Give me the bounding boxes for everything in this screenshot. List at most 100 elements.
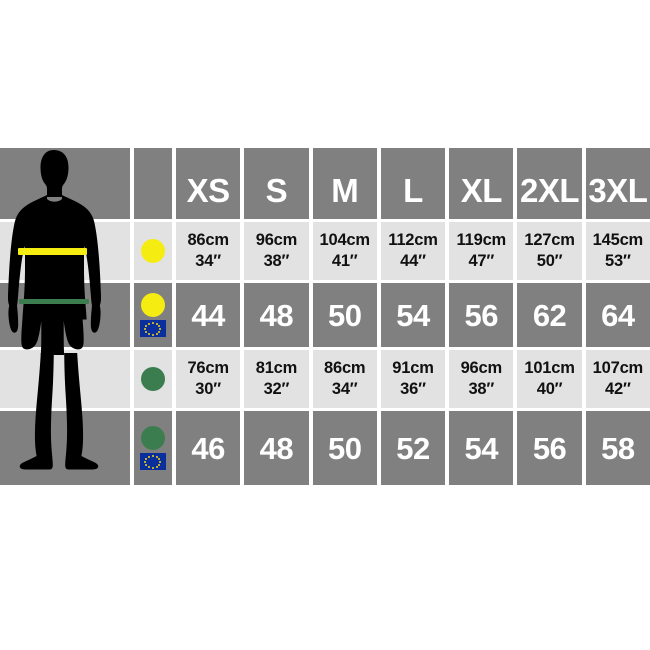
measure-in: 42″ (605, 380, 631, 398)
yellow-chest-measure-band-icon (18, 248, 87, 255)
eu-size-value: 48 (259, 297, 294, 333)
measure-cm: 145cm (592, 230, 644, 249)
measure-cm: 91cm (392, 358, 434, 377)
cell-waist-eu-s: 48 (244, 411, 309, 485)
cell-chest-eu-m: 50 (312, 283, 377, 347)
eu-size-value: 46 (191, 430, 225, 466)
cell-chest-eu-2xl: 62 (517, 283, 582, 347)
cell-chest-cm-3xl: 145cm 53″ (585, 222, 650, 280)
header-cell-xl: XL (449, 148, 514, 219)
eu-flag-icon (140, 320, 166, 337)
measure-cm: 96cm (255, 230, 298, 249)
size-header-label: L (403, 172, 423, 209)
cell-waist-eu-2xl: 56 (517, 411, 582, 485)
eu-size-value: 50 (327, 297, 362, 333)
measure-cm: 96cm (460, 358, 503, 377)
eu-size-value: 62 (532, 297, 567, 333)
measure-in: 38″ (263, 252, 290, 270)
measure-in: 40″ (536, 380, 563, 398)
eu-flag-icon (140, 453, 166, 470)
cell-chest-eu-xs: 44 (176, 283, 241, 347)
header-cell-3xl: 3XL (585, 148, 650, 219)
yellow-dot-icon (141, 239, 165, 263)
measure-in: 47″ (468, 252, 495, 270)
measure-in: 36″ (400, 380, 426, 398)
eu-size-value: 56 (532, 430, 567, 466)
measure-in: 30″ (195, 380, 221, 398)
eu-size-value: 52 (396, 430, 430, 466)
eu-size-value: 44 (191, 297, 225, 333)
eu-size-value: 54 (464, 430, 499, 466)
cell-chest-eu-xl: 56 (449, 283, 514, 347)
cell-chest-cm-xl: 119cm 47″ (449, 222, 514, 280)
green-dot-icon (141, 367, 165, 391)
measure-in: 32″ (263, 380, 290, 398)
eu-size-value: 64 (601, 297, 635, 333)
measure-cm: 81cm (255, 358, 298, 377)
body-silhouette-cell (0, 148, 130, 485)
cell-chest-cm-s: 96cm 38″ (244, 222, 309, 280)
row-icon-waist-cm (134, 350, 172, 408)
cell-chest-cm-xs: 86cm 34″ (176, 222, 241, 280)
header-icon-cell (134, 148, 172, 219)
header-cell-m: M (312, 148, 377, 219)
eu-size-value: 58 (601, 430, 635, 466)
measure-cm: 86cm (324, 358, 366, 377)
header-cell-s: S (244, 148, 309, 219)
header-cell-2xl: 2XL (517, 148, 582, 219)
row-icon-waist-eu (134, 411, 172, 485)
size-header-label: S (265, 172, 288, 209)
green-dot-icon (141, 426, 165, 450)
measure-in: 34″ (331, 380, 358, 398)
yellow-dot-icon (141, 293, 165, 317)
measure-in: 38″ (468, 380, 495, 398)
cell-chest-eu-s: 48 (244, 283, 309, 347)
eu-size-value: 50 (327, 430, 362, 466)
measure-in: 41″ (331, 252, 358, 270)
cell-chest-eu-l: 54 (380, 283, 446, 347)
size-header-label: XS (186, 172, 231, 209)
cell-waist-eu-m: 50 (312, 411, 377, 485)
cell-waist-cm-xs: 76cm 30″ (176, 350, 241, 408)
cell-chest-cm-m: 104cm 41″ (312, 222, 377, 280)
cell-chest-cm-2xl: 127cm 50″ (517, 222, 582, 280)
measure-cm: 101cm (524, 358, 575, 377)
measure-cm: 127cm (524, 230, 575, 249)
cell-waist-cm-3xl: 107cm 42″ (585, 350, 650, 408)
row-band-waist-eu (0, 411, 130, 485)
size-chart: XS S M L XL 2XL 3XL 86cm 34″ (0, 148, 650, 485)
row-icon-chest-eu (134, 283, 172, 347)
measure-cm: 119cm (456, 230, 507, 249)
cell-waist-cm-m: 86cm 34″ (312, 350, 377, 408)
measure-in: 50″ (536, 252, 563, 270)
cell-waist-eu-xs: 46 (176, 411, 241, 485)
measure-cm: 86cm (187, 230, 229, 249)
size-header-label: 3XL (588, 172, 648, 209)
cell-chest-eu-3xl: 64 (585, 283, 650, 347)
male-body-silhouette-icon (7, 150, 102, 470)
cell-waist-eu-xl: 54 (449, 411, 514, 485)
header-cell-l: L (380, 148, 446, 219)
row-icon-chest-cm (134, 222, 172, 280)
cell-waist-cm-2xl: 101cm 40″ (517, 350, 582, 408)
cell-waist-cm-s: 81cm 32″ (244, 350, 309, 408)
cell-waist-eu-l: 52 (380, 411, 446, 485)
measure-in: 34″ (195, 252, 221, 270)
cell-waist-eu-3xl: 58 (585, 411, 650, 485)
size-chart-grid: XS S M L XL 2XL 3XL 86cm 34″ (0, 148, 650, 485)
measure-in: 44″ (400, 252, 426, 270)
eu-size-value: 54 (396, 297, 430, 333)
green-waist-measure-band-icon (19, 299, 89, 304)
size-header-label: 2XL (520, 172, 580, 209)
measure-in: 53″ (605, 252, 631, 270)
cell-waist-cm-l: 91cm 36″ (380, 350, 446, 408)
size-header-label: M (331, 172, 359, 209)
header-cell-xs: XS (176, 148, 241, 219)
eu-size-value: 56 (464, 297, 499, 333)
eu-size-value: 48 (259, 430, 294, 466)
measure-cm: 76cm (187, 358, 229, 377)
measure-cm: 104cm (319, 230, 371, 249)
cell-chest-cm-l: 112cm 44″ (380, 222, 446, 280)
measure-cm: 107cm (592, 358, 644, 377)
measure-cm: 112cm (388, 230, 438, 249)
